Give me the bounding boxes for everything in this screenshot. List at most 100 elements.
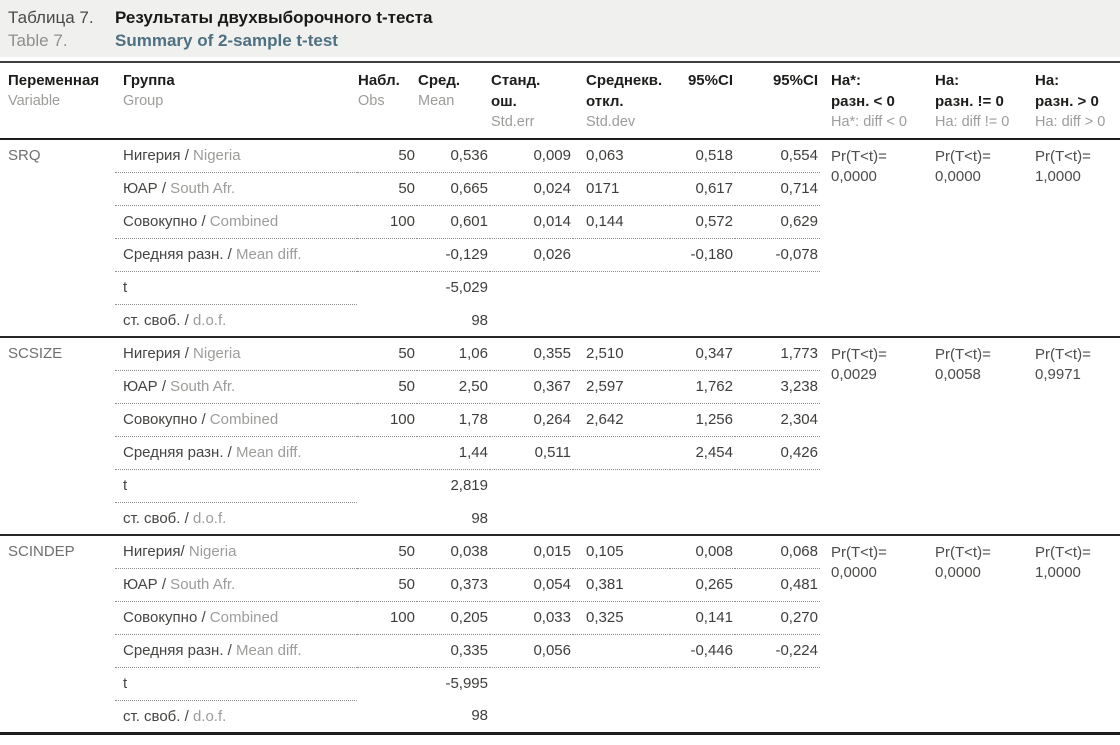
caption-title-ru: Результаты двухвыборочного t-теста	[115, 8, 433, 27]
group-cell: ЮАР / South Afr.	[115, 568, 357, 602]
group-label-en: Combined	[205, 609, 279, 626]
ci-high-cell: 0,629	[735, 205, 820, 239]
table-row: t -5,995	[0, 667, 1120, 701]
table-caption: Таблица 7. Результаты двухвыборочного t-т…	[0, 0, 1120, 57]
pr-cell-lt: Pr(T<t)= 0,0000	[820, 139, 924, 337]
column-header-label-en: Ha*: diff < 0	[831, 114, 907, 130]
group-label-en: Combined	[205, 411, 279, 428]
stderr-cell: 0,056	[490, 634, 573, 668]
stddev-cell: 2,510	[573, 337, 670, 371]
group-label-en: Nigeria	[184, 543, 237, 561]
stddev-cell	[573, 238, 670, 272]
stderr-cell	[490, 667, 573, 700]
table-row: SRQ Нигерия / Nigeria 50 0,536 0,009 0,063 0,5…	[0, 139, 1120, 185]
obs-cell: 100	[357, 403, 417, 437]
ci-high-cell: -0,078	[735, 238, 820, 272]
stddev-cell: 0,144	[573, 205, 670, 239]
obs-cell: 50	[357, 535, 417, 569]
ci-low-cell	[670, 304, 735, 337]
group-label-ru: ст. своб. /	[123, 311, 189, 329]
stderr-cell: 0,511	[490, 436, 573, 470]
column-header-label-ru: разн. > 0	[1035, 93, 1099, 110]
ci-low-cell: 0,518	[670, 139, 735, 173]
table-row: Средняя разн. / Mean diff. 1,44 0,511 2,454…	[0, 436, 1120, 470]
table-row: ст. своб. / d.o.f. 98	[0, 700, 1120, 733]
ci-high-cell: 0,481	[735, 568, 820, 602]
mean-cell: 2,50	[417, 370, 490, 404]
ci-high-cell: 0,554	[735, 139, 820, 173]
table-row: SCINDEP Нигерия/ Nigeria 50 0,038 0,015 0,105…	[0, 535, 1120, 581]
column-header-label-en: Std.dev	[586, 114, 636, 130]
caption-line-en: Table 7. Summary of 2-sample t-test	[8, 29, 1112, 52]
pr-label: Pr(T<t)=	[831, 544, 887, 561]
ci-high-cell: -0,224	[735, 634, 820, 668]
group-label-ru: Нигерия /	[123, 147, 189, 165]
pr-cell-lt: Pr(T<t)= 0,0000	[820, 535, 924, 733]
obs-cell: 50	[357, 139, 417, 173]
pr-cell-ne: Pr(T<t)= 0,0000	[924, 139, 1024, 337]
table-row: Совокупно / Combined 100 0,205 0,033 0,325 0,…	[0, 601, 1120, 635]
column-header-label-en: Obs	[358, 93, 385, 109]
stderr-cell	[490, 700, 573, 733]
obs-cell	[357, 700, 417, 733]
group-label-en: Mean diff.	[231, 642, 302, 659]
obs-cell	[357, 304, 417, 337]
group-cell: ст. своб. / d.o.f.	[115, 304, 357, 337]
column-header-ci_low: 95%CI	[670, 63, 735, 139]
stderr-cell: 0,033	[490, 601, 573, 635]
mean-cell: 98	[471, 707, 488, 725]
mean-cell: 1,78	[417, 403, 490, 437]
caption-title-en: Summary of 2-sample t-test	[115, 31, 338, 50]
mean-cell: 0,536	[417, 139, 490, 173]
group-cell: t	[115, 667, 357, 701]
stddev-cell: 0,381	[573, 568, 670, 602]
table-row: Средняя разн. / Mean diff. -0,129 0,026 -0,…	[0, 238, 1120, 272]
column-header-label-ru: На*:	[831, 72, 862, 89]
group-cell: Средняя разн. / Mean diff.	[115, 238, 357, 272]
ci-high-cell: 1,773	[735, 337, 820, 371]
mean-cell: 0,373	[417, 568, 490, 602]
ci-low-cell	[670, 502, 735, 535]
group-label-en: d.o.f.	[188, 509, 227, 527]
variable-block-scsize: SCSIZE Нигерия / Nigeria 50 1,06 0,355 2,510 0…	[0, 337, 1120, 535]
column-header-label-ru: 95%CI	[772, 72, 818, 89]
stddev-cell	[573, 304, 670, 337]
obs-cell	[357, 238, 417, 272]
obs-cell: 50	[357, 568, 417, 602]
group-label-en: Combined	[205, 213, 279, 230]
variable-block-srq: SRQ Нигерия / Nigeria 50 0,536 0,009 0,063 0,5…	[0, 139, 1120, 337]
group-label-ru: Нигерия/	[123, 543, 185, 561]
stddev-cell: 0171	[573, 172, 670, 206]
group-label-ru: t	[123, 477, 128, 494]
column-header-label-en: Ha: diff != 0	[935, 114, 1010, 130]
ci-high-cell	[735, 700, 820, 733]
group-label-en: Mean diff.	[231, 246, 302, 263]
column-header-mean: Сред. Mean	[417, 63, 490, 139]
stderr-cell: 0,009	[490, 139, 573, 173]
mean-cell: 0,335	[417, 634, 490, 668]
group-label-ru: Совокупно /	[123, 411, 206, 428]
stderr-cell	[490, 271, 573, 304]
obs-cell	[357, 634, 417, 668]
column-header-label-ru: Станд.	[491, 72, 541, 89]
pr-label: Pr(T<t)=	[1035, 346, 1091, 363]
variable-block-scindep: SCINDEP Нигерия/ Nigeria 50 0,038 0,015 0,105…	[0, 535, 1120, 733]
group-cell: Совокупно / Combined	[115, 601, 357, 635]
table-row: t -5,029	[0, 271, 1120, 305]
stderr-cell: 0,024	[490, 172, 573, 206]
mean-cell: 0,205	[417, 601, 490, 635]
pr-cell-gt: Pr(T<t)= 1,0000	[1024, 139, 1120, 337]
pr-label: Pr(T<t)=	[1035, 544, 1091, 561]
stderr-cell: 0,026	[490, 238, 573, 272]
group-label-ru: ст. своб. /	[123, 707, 189, 725]
table-row: t 2,819	[0, 469, 1120, 503]
column-header-label-ru: 95%CI	[687, 72, 733, 89]
obs-cell: 50	[357, 172, 417, 206]
pr-value: 1,0000	[1035, 564, 1081, 581]
mean-cell: -5,995	[445, 675, 488, 693]
ci-low-cell	[670, 469, 735, 502]
pr-label: Pr(T<t)=	[935, 346, 991, 363]
column-header-label-ru: разн. != 0	[935, 93, 1004, 110]
pr-value: 0,0000	[831, 168, 877, 185]
column-header-label-ru: Среднекв.	[586, 72, 663, 89]
